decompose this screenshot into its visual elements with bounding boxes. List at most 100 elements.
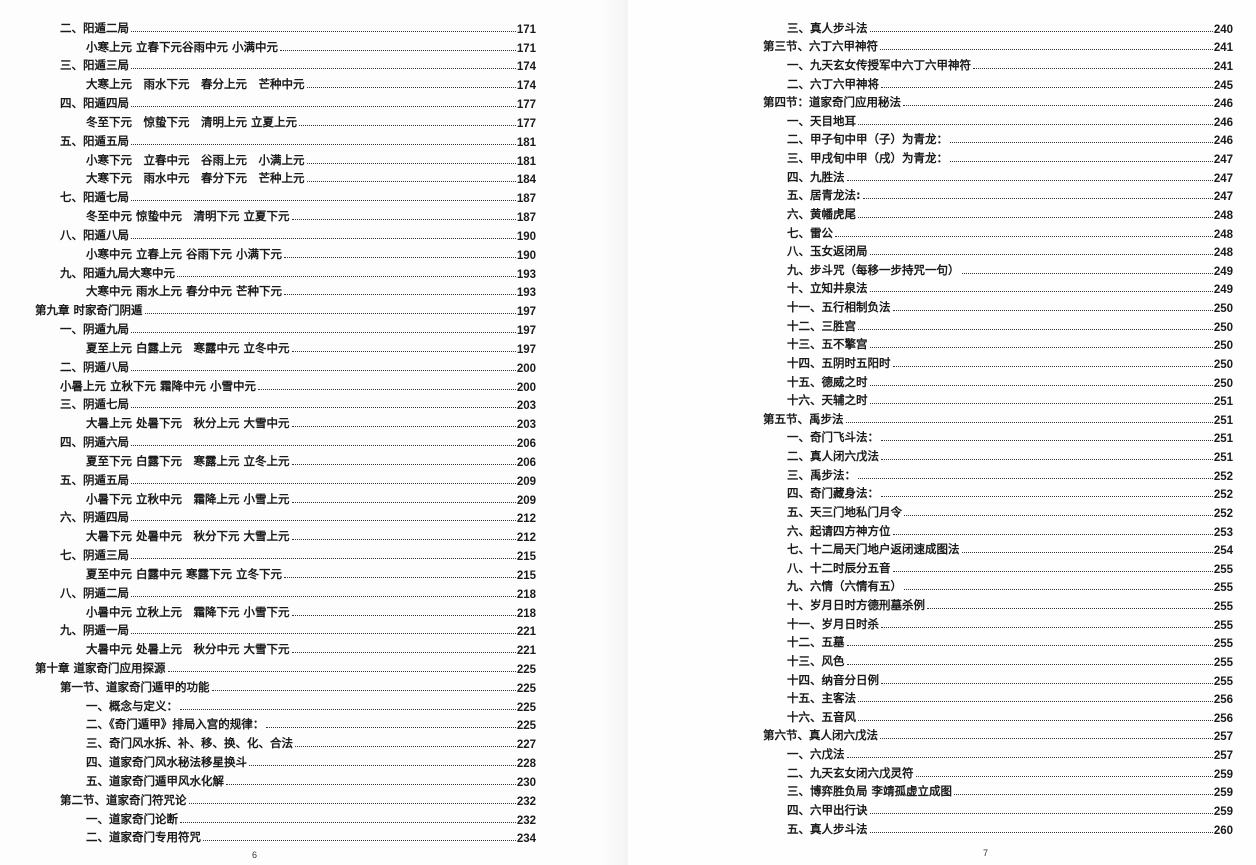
toc-entry[interactable]: 九、步斗咒（每移一步持咒一句） 249 [763, 259, 1233, 278]
toc-entry-heading[interactable]: 第六节、真人闭六戊法 257 [763, 725, 1233, 743]
toc-entry[interactable]: 第一节、道家奇门遁甲的功能 225 [35, 676, 536, 695]
toc-entry[interactable]: 六、阴遁四局 212 [35, 507, 536, 525]
toc-entry[interactable]: 三、甲戌旬中甲（戌）为青龙： 247 [763, 147, 1233, 166]
toc-entry[interactable]: 五、真人步斗法 260 [763, 818, 1233, 837]
toc-entry[interactable]: 一、道家奇门论断 232 [35, 808, 536, 827]
toc-entry[interactable]: 五、阳遁五局 181 [35, 130, 536, 149]
toc-entry[interactable]: 十六、天辅之时 251 [763, 390, 1233, 408]
toc-entry[interactable]: 十、立知井泉法 249 [763, 278, 1233, 296]
toc-entry[interactable]: 三、真人步斗法 240 [763, 17, 1233, 36]
toc-entry[interactable]: 三、禹步法： 252 [763, 464, 1233, 483]
toc-entry[interactable]: 十五、德威之时 250 [763, 371, 1233, 390]
toc-entry-heading[interactable]: 第五节、禹步法 251 [763, 408, 1233, 427]
toc-entry[interactable]: 冬至中元 惊蛰中元 清明下元 立夏下元 187 [35, 205, 536, 224]
toc-entry-title: 四、奇门藏身法： [787, 486, 879, 501]
toc-entry-title: 大寒上元 雨水下元 春分上元 芒种中元 [86, 77, 305, 92]
toc-entry[interactable]: 夏至上元 白露上元 寒露中元 立冬中元 197 [35, 337, 536, 356]
toc-entry[interactable]: 小寒下元 立春中元 谷雨上元 小满上元 181 [35, 149, 536, 168]
toc-entry[interactable]: 大暑下元 处暑中元 秋分下元 大雪上元 212 [35, 525, 536, 544]
toc-entry-page: 197 [516, 343, 536, 356]
toc-entry[interactable]: 二、甲子旬中甲（子）为青龙： 246 [763, 129, 1233, 147]
toc-entry[interactable]: 六、黄幡虎尾 248 [763, 203, 1233, 222]
toc-entry[interactable]: 六、起请四方神方位 253 [763, 520, 1233, 539]
toc-entry[interactable]: 大暑中元 处暑上元 秋分中元 大雪下元 221 [35, 638, 536, 657]
toc-entry[interactable]: 九、六情（六情有五） 255 [763, 576, 1233, 594]
toc-entry-heading[interactable]: 第九章 时家奇门阴遁 197 [35, 299, 536, 318]
toc-entry[interactable]: 十五、主客法 256 [763, 688, 1233, 706]
toc-entry[interactable]: 三、奇门风水拆、补、移、换、化、合法 227 [35, 732, 536, 751]
toc-entry[interactable]: 十六、五音风 256 [763, 706, 1233, 725]
toc-entry[interactable]: 三、阳遁三局 174 [35, 55, 536, 73]
toc-entry[interactable]: 五、天三门地私门月令 252 [763, 501, 1233, 520]
toc-entry[interactable]: 五、居青龙法: 247 [763, 185, 1233, 203]
toc-entry[interactable]: 小寒上元 立春下元谷雨中元 小满中元 171 [35, 36, 536, 55]
toc-entry[interactable]: 一、九天玄女传授军中六丁六甲神符 241 [763, 54, 1233, 73]
toc-entry-heading[interactable]: 第三节、六丁六甲神符 241 [763, 36, 1233, 55]
toc-entry[interactable]: 一、奇门飞斗法： 251 [763, 427, 1233, 445]
toc-entry[interactable]: 七、雷公 248 [763, 222, 1233, 241]
toc-entry-page: 241 [1213, 42, 1233, 55]
toc-entry[interactable]: 七、十二局天门地户返闭速成图法 254 [763, 539, 1233, 557]
toc-entry[interactable]: 一、阴遁九局 197 [35, 318, 536, 337]
toc-entry[interactable]: 小暑下元 立秋中元 霜降上元 小雪上元 209 [35, 488, 536, 507]
toc-entry[interactable]: 小寒中元 立春上元 谷雨下元 小满下元 190 [35, 243, 536, 262]
toc-entry[interactable]: 冬至下元 惊蛰下元 清明上元 立夏上元 177 [35, 111, 536, 130]
toc-entry[interactable]: 五、阴遁五局 209 [35, 469, 536, 488]
toc-entry[interactable]: 十四、五阴时五阳时 250 [763, 352, 1233, 371]
toc-entry-title: 三、博弈胜负局 李靖孤虚立成图 [787, 784, 953, 799]
toc-entry[interactable]: 小暑上元 立秋下元 霜降中元 小雪中元 200 [35, 375, 536, 394]
toc-entry[interactable]: 夏至中元 白露中元 寒露下元 立冬下元 215 [35, 563, 536, 582]
toc-entry[interactable]: 小暑中元 立秋上元 霜降下元 小雪下元 218 [35, 601, 536, 620]
toc-entry[interactable]: 二、九天玄女闭六戊灵符 259 [763, 762, 1233, 781]
toc-entry[interactable]: 四、奇门藏身法： 252 [763, 483, 1233, 501]
toc-entry[interactable]: 四、阳遁四局 177 [35, 92, 536, 111]
toc-entry[interactable]: 大寒中元 雨水上元 春分中元 芒种下元 193 [35, 281, 536, 299]
toc-entry[interactable]: 十三、五不擎宫 250 [763, 334, 1233, 352]
toc-entry-page: 171 [516, 42, 536, 55]
toc-entry[interactable]: 四、阴遁六局 206 [35, 431, 536, 450]
toc-entry-title: 三、禹步法： [787, 467, 856, 482]
toc-entry[interactable]: 四、九胜法 247 [763, 166, 1233, 185]
toc-entry[interactable]: 七、阳遁七局 187 [35, 186, 536, 205]
toc-entry[interactable]: 夏至下元 白露下元 寒露上元 立冬上元 206 [35, 450, 536, 469]
toc-entry[interactable]: 十一、五行相制负法 250 [763, 296, 1233, 315]
toc-entry[interactable]: 一、概念与定义： 225 [35, 695, 536, 714]
toc-entry-title: 十二、三胜宫 [787, 318, 856, 333]
toc-entry[interactable]: 第二节、道家奇门符咒论 232 [35, 789, 536, 808]
toc-entry[interactable]: 三、阴遁七局 203 [35, 394, 536, 412]
toc-entry[interactable]: 十二、五墓 255 [763, 632, 1233, 650]
toc-entry[interactable]: 八、阳遁八局 190 [35, 224, 536, 243]
toc-entry[interactable]: 二、六丁六甲神将 245 [763, 73, 1233, 92]
toc-entry[interactable]: 八、十二时辰分五音 255 [763, 557, 1233, 576]
toc-entry[interactable]: 大寒上元 雨水下元 春分上元 芒种中元 174 [35, 73, 536, 92]
toc-entry[interactable]: 二、阳遁二局 171 [35, 17, 536, 36]
toc-entry[interactable]: 一、六戊法 257 [763, 743, 1233, 762]
toc-entry[interactable]: 七、阴遁三局 215 [35, 544, 536, 563]
toc-entry[interactable]: 九、阳遁九局大寒中元 193 [35, 262, 536, 281]
toc-entry[interactable]: 二、《奇门遁甲》排局入宫的规律： 225 [35, 714, 536, 732]
toc-entry[interactable]: 二、阴遁八局 200 [35, 356, 536, 375]
toc-entry[interactable]: 三、博弈胜负局 李靖孤虚立成图 259 [763, 781, 1233, 799]
toc-entry[interactable]: 二、道家奇门专用符咒 234 [35, 827, 536, 845]
toc-entry[interactable]: 大寒下元 雨水中元 春分下元 芒种上元 184 [35, 168, 536, 186]
toc-entry[interactable]: 大暑上元 处暑下元 秋分上元 大雪中元 203 [35, 412, 536, 431]
toc-entry[interactable]: 五、道家奇门遁甲风水化解 230 [35, 770, 536, 789]
dot-leader [180, 821, 516, 823]
toc-entry[interactable]: 八、玉女返闭局 248 [763, 241, 1233, 259]
toc-entry[interactable]: 十、岁月日时方德刑墓杀例 255 [763, 594, 1233, 613]
toc-entry[interactable]: 九、阴遁一局 221 [35, 620, 536, 638]
toc-entry[interactable]: 四、道家奇门风水秘法移星换斗 228 [35, 751, 536, 770]
toc-entry[interactable]: 二、真人闭六戊法 251 [763, 445, 1233, 464]
toc-entry[interactable]: 八、阴遁二局 218 [35, 582, 536, 601]
toc-entry[interactable]: 十四、纳音分日例 255 [763, 669, 1233, 688]
toc-entry[interactable]: 一、天目地耳 246 [763, 110, 1233, 129]
toc-entry-heading[interactable]: 第十章 道家奇门应用探源 225 [35, 657, 536, 676]
toc-entry-page: 247 [1213, 172, 1233, 185]
toc-entry[interactable]: 四、六甲出行诀 259 [763, 799, 1233, 818]
toc-entry[interactable]: 十二、三胜宫 250 [763, 315, 1233, 334]
toc-entry[interactable]: 十三、风色 255 [763, 650, 1233, 669]
toc-entry[interactable]: 十一、岁月日时杀 255 [763, 613, 1233, 632]
toc-entry-heading[interactable]: 第四节：道家奇门应用秘法 246 [763, 92, 1233, 110]
dot-leader [869, 347, 1213, 349]
dot-leader [306, 87, 516, 89]
